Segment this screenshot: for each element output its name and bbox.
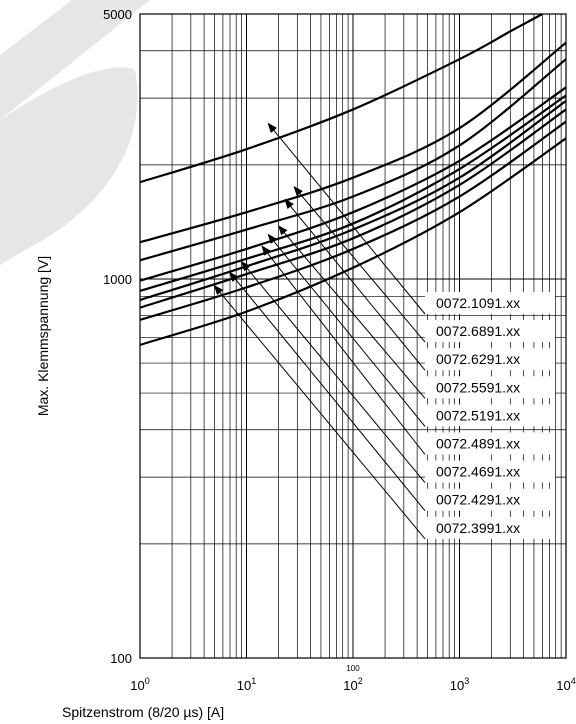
y-tick-label: 1000 [103, 272, 132, 287]
legend-label-box [425, 432, 555, 455]
legend-callout: 0072.5591.xx [277, 225, 555, 399]
legend-callout: 0072.4291.xx [229, 271, 555, 512]
legend-callout: 0072.4691.xx [240, 260, 555, 483]
y-axis-ticks: 100 1000 5000 [103, 7, 132, 666]
x-axis-ticks: 100 101 102 103 104 [130, 676, 575, 693]
legend-label-box [425, 376, 555, 399]
series-line [139, 13, 543, 184]
legend-label: 0072.4691.xx [436, 464, 520, 480]
legend-label-box [425, 516, 555, 539]
series-line [139, 94, 567, 292]
legend-arrow [277, 225, 426, 399]
x-tick-label: 103 [450, 676, 469, 693]
series-line [139, 108, 567, 309]
legend-label: 0072.5191.xx [436, 407, 520, 423]
legend-label: 0072.1091.xx [436, 295, 520, 311]
series-line [139, 137, 567, 346]
legend-arrow [229, 271, 426, 512]
series-line [139, 58, 567, 262]
watermark [0, 0, 150, 265]
legend-callout: 0072.6291.xx [284, 198, 555, 371]
legend-label-box [425, 320, 555, 343]
y-tick-label: 100 [110, 651, 132, 666]
legend-arrow [213, 284, 426, 540]
y-axis-label: Max. Klemmspannung [V] [35, 256, 51, 416]
series-lines [139, 13, 567, 346]
legend-callout: 0072.5191.xx [267, 233, 555, 427]
legend-arrow [267, 122, 426, 315]
legend-arrow [267, 233, 426, 427]
legend-arrow [261, 245, 426, 455]
legend-label-box [425, 404, 555, 427]
legend-callout: 0072.4891.xx [261, 245, 555, 455]
legend-label: 0072.6291.xx [436, 351, 520, 367]
y-tick-label: 5000 [103, 7, 132, 22]
legend-label: 0072.3991.xx [436, 520, 520, 536]
legend-label-box [425, 348, 555, 371]
x-tick-label: 100 [130, 676, 149, 693]
legend-label: 0072.5591.xx [436, 379, 520, 395]
legend-arrow [240, 260, 426, 483]
x-tick-label: 104 [556, 676, 575, 693]
legend-label: 0072.6891.xx [436, 323, 520, 339]
legend-label-box [425, 292, 555, 314]
series-line [139, 99, 567, 302]
legend-arrow [293, 186, 426, 343]
legend-label: 0072.4291.xx [436, 492, 520, 508]
legend-label-box [425, 488, 555, 511]
legend-callouts: 0072.1091.xx 0072.6891.xx 0072.6291.xx 0072… [213, 122, 555, 540]
legend-callout: 0072.6891.xx [293, 186, 555, 343]
series-line [139, 120, 567, 321]
legend-label: 0072.4891.xx [436, 436, 520, 452]
series-line [139, 86, 567, 282]
legend-callout: 0072.1091.xx [267, 122, 555, 315]
watermark-shape [0, 0, 150, 265]
legend-callout: 0072.3991.xx [213, 284, 555, 540]
x-extra-tick-label: 100 [346, 664, 360, 673]
x-axis-label: Spitzenstrom (8/20 µs) [A] [62, 704, 224, 720]
series-line [139, 41, 567, 244]
x-tick-label: 102 [343, 676, 362, 693]
plot-frame [139, 13, 567, 659]
legend-arrow [284, 198, 426, 371]
x-tick-label: 101 [237, 676, 256, 693]
legend-label-box [425, 460, 555, 483]
